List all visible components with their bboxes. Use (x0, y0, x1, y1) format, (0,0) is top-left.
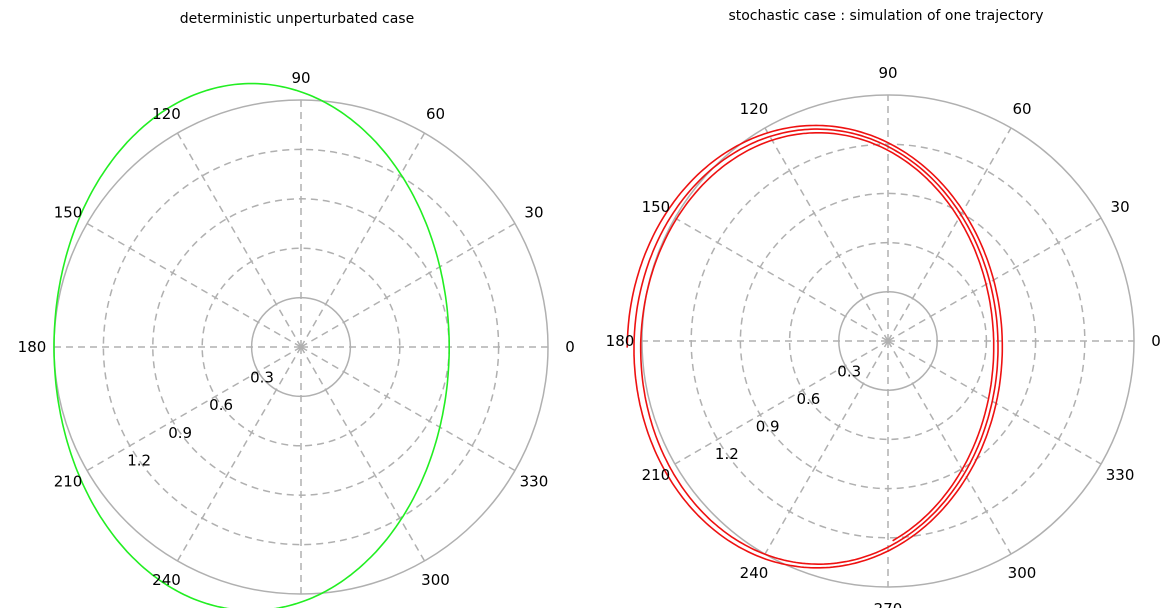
series-line (626, 124, 1004, 569)
angle-tick-label: 30 (1111, 198, 1130, 216)
angular-gridline (300, 346, 516, 472)
polar-grid-right (641, 94, 1135, 588)
radial-tick-label: 0.6 (796, 390, 820, 408)
tick-labels-right: 0 30 60 90 120 150 180 210 240 270 300 330 0.3 0.6 0.9… (606, 64, 1161, 608)
tick-labels-left: 03060901201501802102402703003300.30.60.9… (18, 69, 575, 608)
radial-tick-label: 0.9 (756, 418, 780, 436)
chart-title-right: stochastic case : simulation of one traj… (728, 8, 1043, 24)
angular-gridline (176, 132, 302, 348)
angular-gridline (176, 346, 302, 562)
angular-gridline (86, 222, 302, 348)
angle-tick-label: 300 (421, 571, 450, 589)
angular-gridline (86, 346, 302, 472)
polar-plot-left: deterministic unperturbated case 0 30 60 90… (18, 11, 575, 608)
polar-plot-right: stochastic case : simulation of one traj… (606, 8, 1161, 608)
angle-tick-label: 0 (565, 338, 575, 356)
angle-tick-label: 300 (1008, 564, 1037, 582)
angular-gridline (300, 132, 426, 348)
radial-tick-label: 0.3 (837, 363, 861, 381)
angle-tick-label: 150 (642, 198, 671, 216)
angle-tick-label: 120 (740, 100, 769, 118)
angle-tick-label: 240 (740, 564, 769, 582)
angle-tick-label: 270 (874, 600, 903, 608)
angle-tick-label: 180 (606, 332, 635, 350)
series-right (626, 124, 1004, 569)
chart-title-left: deterministic unperturbated case (180, 11, 414, 27)
angular-gridline (887, 340, 1102, 465)
angular-gridline (764, 127, 889, 342)
angle-tick-label: 180 (18, 338, 47, 356)
angle-tick-label: 330 (520, 473, 549, 491)
angular-gridline (300, 222, 516, 348)
angle-tick-label: 0 (1151, 332, 1161, 350)
angle-tick-label: 120 (152, 105, 181, 123)
angular-gridline (674, 340, 889, 465)
angle-tick-label: 90 (878, 64, 897, 82)
angular-gridline (887, 127, 1012, 342)
radial-tick-label: 0.9 (168, 424, 192, 442)
series-left (53, 82, 451, 608)
angle-tick-label: 240 (152, 571, 181, 589)
angular-gridline (764, 340, 889, 555)
angular-gridline (300, 346, 426, 562)
angle-tick-label: 60 (426, 105, 445, 123)
radial-tick-label: 0.6 (209, 396, 233, 414)
angle-tick-label: 90 (291, 69, 310, 87)
radial-tick-label: 1.2 (127, 451, 151, 469)
angular-gridline (887, 340, 1012, 555)
angle-tick-label: 210 (642, 466, 671, 484)
angle-tick-label: 60 (1012, 100, 1031, 118)
radial-tick-label: 0.3 (250, 369, 274, 387)
angular-gridline (674, 217, 889, 342)
radial-tick-label: 1.2 (715, 445, 739, 463)
angular-gridline (887, 217, 1102, 342)
series-line (53, 82, 451, 608)
polar-grid-left (53, 99, 549, 595)
angle-tick-label: 330 (1106, 466, 1135, 484)
angle-tick-label: 150 (54, 204, 83, 222)
angle-tick-label: 210 (54, 473, 83, 491)
angle-tick-label: 30 (524, 204, 543, 222)
